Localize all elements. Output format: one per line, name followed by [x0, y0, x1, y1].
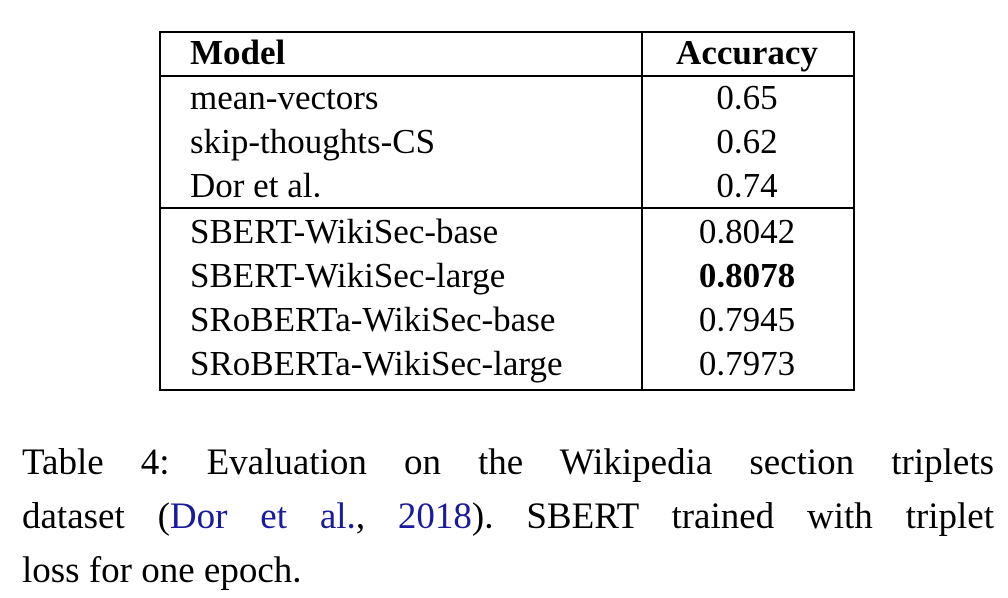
- table-header: Model Accuracy: [161, 31, 853, 75]
- caption-line: Table 4: Evaluation on the Wikipedia sec…: [22, 442, 994, 483]
- table-row: mean-vectors 0.65: [161, 76, 853, 120]
- caption-text: ,: [355, 496, 398, 537]
- citation-author-link[interactable]: Dor et al.: [169, 496, 356, 537]
- table-row: SRoBERTa-WikiSec-base 0.7945: [161, 298, 853, 342]
- caption-text: dataset (: [22, 496, 170, 537]
- table-row: Dor et al. 0.74: [161, 164, 853, 208]
- accuracy-cell: 0.8042: [698, 212, 796, 251]
- accuracy-cell: 0.74: [716, 166, 778, 205]
- accuracy-cell: 0.65: [716, 78, 778, 117]
- table-row: SBERT-WikiSec-large 0.8078: [161, 254, 853, 298]
- caption-line: dataset (Dor et al., 2018). SBERT traine…: [22, 490, 994, 544]
- header-rule: [161, 75, 853, 77]
- model-cell: skip-thoughts-CS: [190, 122, 436, 161]
- table-caption: Table 4: Evaluation on the Wikipedia sec…: [22, 436, 994, 598]
- accuracy-cell: 0.62: [716, 122, 778, 161]
- table-row: skip-thoughts-CS 0.62: [161, 120, 853, 164]
- accuracy-cell: 0.7945: [698, 300, 796, 339]
- results-table: Model Accuracy mean-vectors 0.65 skip-th…: [159, 31, 855, 391]
- header-model: Model: [190, 33, 286, 72]
- citation-year-link[interactable]: 2018: [397, 496, 472, 537]
- model-cell: SRoBERTa-WikiSec-base: [190, 300, 556, 339]
- header-accuracy: Accuracy: [676, 33, 818, 72]
- caption-line: loss for one epoch.: [22, 550, 302, 591]
- model-cell: mean-vectors: [190, 78, 379, 117]
- model-cell: Dor et al.: [190, 166, 322, 205]
- model-cell: SRoBERTa-WikiSec-large: [190, 344, 563, 383]
- group-rule: [161, 207, 853, 209]
- table-row: SRoBERTa-WikiSec-large 0.7973: [161, 342, 853, 386]
- caption-text: ). SBERT trained with triplet: [471, 496, 995, 537]
- accuracy-cell-best: 0.8078: [698, 256, 796, 295]
- model-cell: SBERT-WikiSec-large: [190, 256, 506, 295]
- model-cell: SBERT-WikiSec-base: [190, 212, 499, 251]
- accuracy-cell: 0.7973: [698, 344, 796, 383]
- table-row: SBERT-WikiSec-base 0.8042: [161, 210, 853, 254]
- column-divider: [641, 33, 643, 389]
